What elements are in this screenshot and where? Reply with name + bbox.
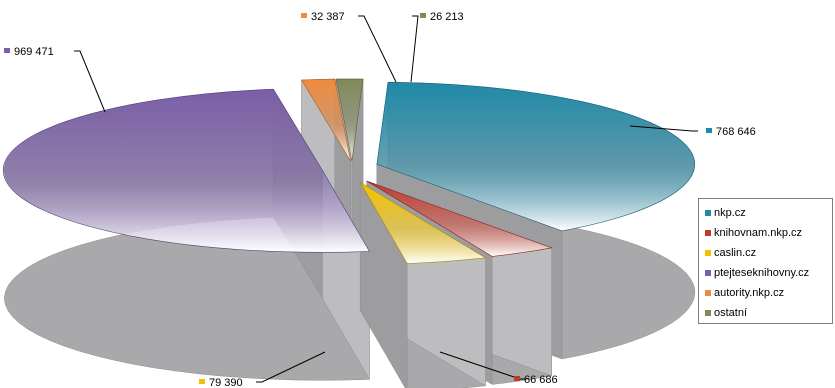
legend-label: nkp.cz	[714, 207, 746, 219]
data-label-autority: 32 387	[311, 11, 345, 23]
pie-slices	[2, 78, 696, 388]
leader-line-ptejteseknihovny	[74, 50, 106, 113]
data-label-swatch-ostatni	[420, 13, 426, 18]
leader-line-autority	[358, 15, 397, 83]
legend-label: caslin.cz	[714, 247, 757, 259]
legend-swatch	[705, 310, 711, 316]
legend-swatch	[705, 230, 711, 236]
data-label-swatch-knihovnam	[514, 376, 520, 381]
pie-slice-ptejteseknihovny	[2, 88, 370, 253]
leader-line-nkp	[629, 125, 698, 132]
data-label-knihovnam: 66 686	[524, 374, 558, 386]
data-label-swatch-nkp	[706, 128, 712, 133]
data-label-ptejteseknihovny: 969 471	[14, 46, 54, 58]
data-label-nkp: 768 646	[716, 126, 756, 138]
leader-line-caslin	[256, 351, 326, 383]
data-label-swatch-caslin	[199, 379, 205, 384]
pie-slice-knihovnam	[366, 180, 553, 257]
legend-item-caslin: caslin.cz	[705, 243, 832, 263]
legend-label: ostatní	[714, 307, 748, 319]
legend-swatch	[705, 250, 711, 256]
legend-swatch	[705, 270, 711, 276]
legend-swatch	[705, 210, 711, 216]
data-labels: 768 646 66 686 79 390 969 471 32 387 26 213	[4, 11, 756, 388]
legend-item-ostatni: ostatní	[705, 303, 832, 323]
legend-label: knihovnam.nkp.cz	[714, 227, 803, 239]
pie-slice-ostatni	[335, 78, 364, 162]
pie-slice-caslin	[359, 182, 487, 264]
pie-slice-nkp	[376, 81, 695, 232]
pie-slice-autority	[301, 78, 351, 162]
legend-item-knihovnam: knihovnam.nkp.cz	[705, 223, 832, 243]
legend-item-autority: autority.nkp.cz	[705, 283, 832, 303]
chart-legend: nkp.cz knihovnam.nkp.cz caslin.cz ptejte…	[698, 198, 833, 324]
data-label-swatch-ptejteseknihovny	[4, 48, 10, 53]
leader-lines	[74, 15, 698, 383]
legend-item-ptejteseknihovny: ptejteseknihovny.cz	[705, 263, 832, 283]
data-label-caslin: 79 390	[209, 377, 243, 388]
data-label-ostatni: 26 213	[430, 11, 464, 23]
legend-swatch	[705, 290, 711, 296]
data-label-swatch-autority	[301, 13, 307, 18]
legend-label: autority.nkp.cz	[714, 287, 785, 299]
leader-line-ostatni	[410, 15, 419, 83]
legend-item-nkp: nkp.cz	[705, 203, 832, 223]
legend-label: ptejteseknihovny.cz	[714, 267, 810, 279]
